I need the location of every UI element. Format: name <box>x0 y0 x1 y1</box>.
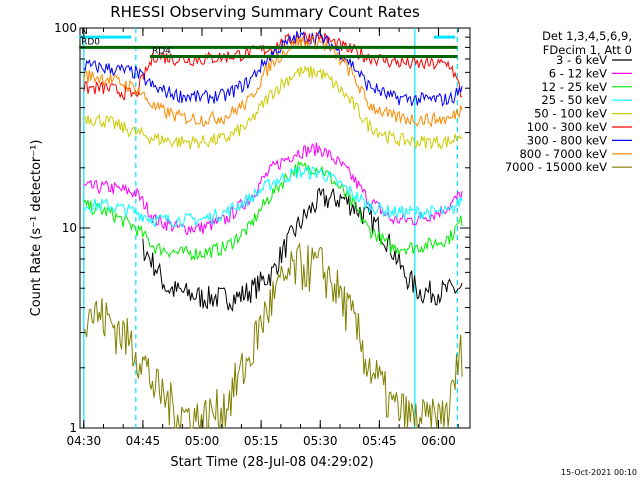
legend-label-7: 300 - 800 keV <box>527 133 607 147</box>
overlay-label-0: N <box>81 27 88 37</box>
legend-label-2: 6 - 12 keV <box>549 66 607 80</box>
y-axis-label: Count Rate (s⁻¹ detector⁻¹) <box>29 140 44 317</box>
legend-label-4: 25 - 50 keV <box>541 93 607 107</box>
series-line-6 <box>83 31 463 101</box>
legend-header-1: FDecim 1, Att 0 <box>543 43 632 57</box>
series-line-9 <box>83 242 463 430</box>
series-line-3 <box>83 160 463 262</box>
series-line-5 <box>83 64 463 151</box>
x-tick-label-1: 04:45 <box>126 434 161 448</box>
x-tick-label-0: 04:30 <box>67 434 102 448</box>
footer-stamp: 15-Oct-2021 00:10 <box>561 468 637 477</box>
legend-label-6: 100 - 300 keV <box>527 120 607 134</box>
series-line-2 <box>83 142 463 236</box>
series-line-4 <box>83 165 463 228</box>
series-line-1 <box>142 187 463 312</box>
overlay-label-3: RD4 <box>152 47 171 57</box>
y-tick-label-0: 1 <box>69 421 77 435</box>
x-tick-label-6: 06:00 <box>421 434 456 448</box>
chart-title: RHESSI Observing Summary Count Rates <box>110 3 420 21</box>
x-tick-label-4: 05:30 <box>303 434 338 448</box>
x-tick-label-5: 05:45 <box>362 434 397 448</box>
legend-label-0: 3 - 6 keV <box>556 53 607 67</box>
x-axis-label: Start Time (28-Jul-08 04:29:02) <box>170 455 373 470</box>
legend-header-0: Det 1,3,4,5,6,9, <box>542 29 632 43</box>
x-tick-label-2: 05:00 <box>185 434 220 448</box>
y-tick-label-2: 100 <box>54 21 77 35</box>
legend-label-3: 12 - 25 keV <box>541 80 607 94</box>
legend-label-8: 800 - 7000 keV <box>519 147 607 161</box>
overlay-label-2: RD0 <box>81 37 100 47</box>
legend-label-9: 7000 - 15000 keV <box>505 160 607 174</box>
series-line-8 <box>83 34 463 128</box>
legend-label-5: 50 - 100 keV <box>534 107 607 121</box>
y-tick-label-1: 10 <box>62 221 77 235</box>
x-tick-label-3: 05:15 <box>244 434 279 448</box>
